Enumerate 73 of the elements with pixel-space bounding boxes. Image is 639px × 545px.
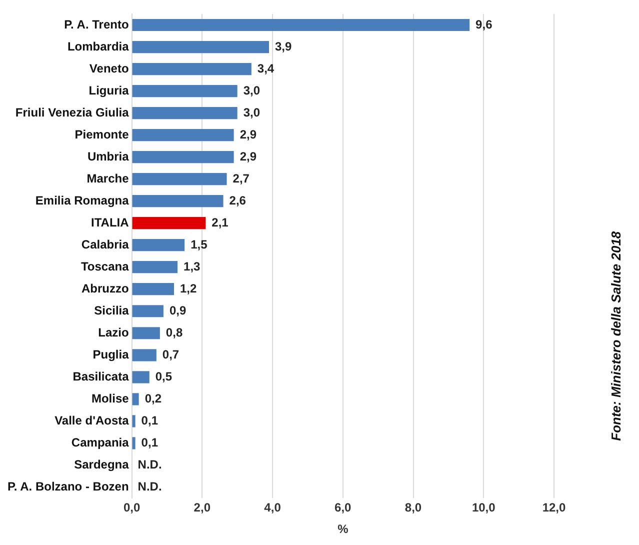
bar <box>132 40 270 54</box>
data-label: 0,9 <box>169 303 186 318</box>
data-label: 0,8 <box>166 325 183 340</box>
y-tick-label: Friuli Venezia Giulia <box>15 105 130 120</box>
data-label: 1,5 <box>190 237 208 252</box>
bar <box>132 371 150 384</box>
y-tick-label: Campania <box>71 435 130 450</box>
y-tick-label: Molise <box>91 391 130 406</box>
bar <box>132 239 185 252</box>
bar <box>132 195 224 208</box>
data-label: 2,1 <box>212 215 229 230</box>
data-label: 0,1 <box>141 435 158 450</box>
data-label: 2,6 <box>229 193 246 208</box>
data-label: 0,7 <box>162 347 180 362</box>
bar <box>132 151 234 164</box>
data-label: 9,6 <box>476 17 493 32</box>
data-label: 2,9 <box>240 149 257 164</box>
data-label: 3,0 <box>243 83 260 98</box>
x-tick-label: 10,0 <box>472 500 496 515</box>
y-tick-label: Veneto <box>89 61 129 76</box>
text: N.D. <box>138 480 162 494</box>
bar <box>132 283 174 296</box>
bar <box>132 437 136 450</box>
x-tick-label: 4,0 <box>264 500 282 515</box>
y-tick-label: P. A. Trento <box>64 17 129 32</box>
x-tick-label: 6,0 <box>334 500 352 515</box>
y-tick-label: Lazio <box>98 325 129 340</box>
data-label: 1,3 <box>184 259 201 274</box>
text: N.D. <box>138 458 162 472</box>
data-label: 0,1 <box>141 413 158 428</box>
bar <box>132 62 252 76</box>
data-label: 1,2 <box>180 281 198 296</box>
y-tick-label: Toscana <box>80 259 130 274</box>
bar <box>132 327 160 340</box>
bar <box>132 217 206 230</box>
y-tick-label: Umbria <box>87 149 130 164</box>
bar <box>132 129 234 142</box>
x-tick-label: 0,0 <box>123 500 140 515</box>
y-tick-label: Liguria <box>88 83 130 98</box>
bar <box>132 18 470 32</box>
y-tick-label: Piemonte <box>74 127 130 142</box>
y-tick-label: Sardegna <box>74 458 130 472</box>
data-label: 2,9 <box>240 127 257 142</box>
data-label: 2,7 <box>232 171 250 186</box>
x-axis-title: % <box>338 522 349 536</box>
bar <box>132 305 164 318</box>
x-tick-label: 12,0 <box>542 500 566 515</box>
y-tick-label: Abruzzo <box>81 281 129 296</box>
bar <box>132 393 139 406</box>
y-tick-label: Basilicata <box>72 369 130 384</box>
y-tick-label: Puglia <box>92 347 130 362</box>
x-tick-label: 2,0 <box>194 500 211 515</box>
y-tick-label: Calabria <box>81 237 130 252</box>
bar <box>132 415 136 428</box>
y-tick-label: Marche <box>86 171 130 186</box>
y-tick-label: Sicilia <box>94 303 130 318</box>
data-label: 0,5 <box>155 369 172 384</box>
bar <box>132 106 238 120</box>
bar <box>132 84 238 98</box>
bar <box>132 349 156 362</box>
y-tick-label: ITALIA <box>91 215 130 230</box>
data-label: 3,0 <box>243 105 260 120</box>
bar <box>132 173 227 186</box>
y-tick-label: Emilia Romagna <box>35 193 130 208</box>
data-label: 3,9 <box>275 39 292 54</box>
data-label: 0,2 <box>144 391 162 406</box>
y-tick-label: Lombardia <box>67 39 130 54</box>
y-tick-label: P. A. Bolzano - Bozen <box>7 480 129 494</box>
y-tick-label: Valle d'Aosta <box>54 413 130 428</box>
source-note: Fonte: Ministero della Salute 2018 <box>608 230 624 441</box>
data-label: 3,4 <box>257 61 274 76</box>
x-tick-label: 8,0 <box>404 500 422 515</box>
bar <box>132 261 178 274</box>
